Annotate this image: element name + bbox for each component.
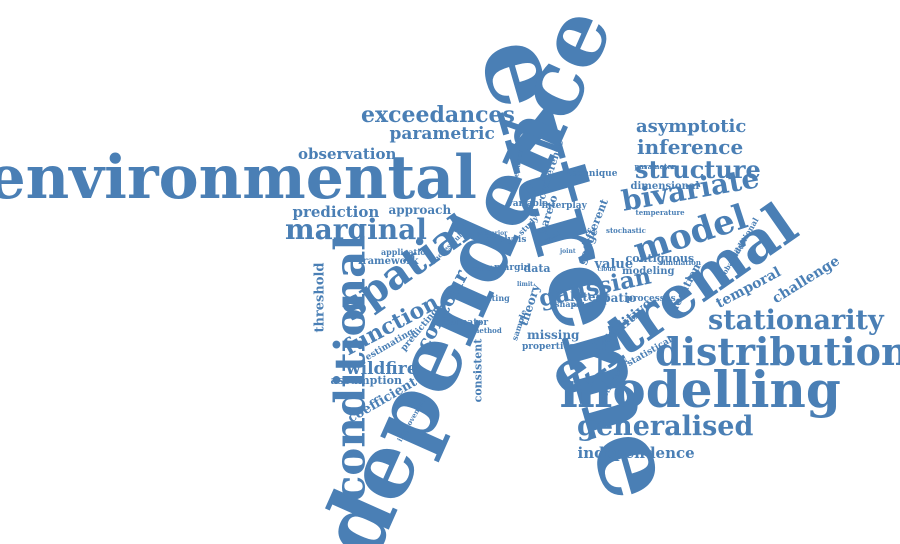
word-estimator: estimator (439, 317, 489, 328)
word-marginal: marginal (285, 213, 427, 246)
word-inference: inference (637, 135, 744, 159)
word-distribution: distribution (655, 329, 900, 374)
word-shape: shape (555, 299, 582, 309)
word-margin: margin (494, 262, 531, 273)
word-joint: joint (560, 248, 576, 255)
word-interplay: interplay (541, 200, 587, 211)
word-generalised: generalised (577, 410, 754, 442)
word-value: value (594, 256, 634, 272)
word-scaled: scaled (571, 302, 593, 309)
word-dimensional: dimensional (630, 181, 700, 192)
word-method: method (472, 325, 502, 335)
word-environmental: environmental (0, 143, 477, 213)
word-threshold: threshold (312, 261, 328, 333)
word-approach: approach (388, 203, 452, 217)
word-consistent: consistent (471, 338, 485, 402)
word-processes: processes (626, 293, 676, 304)
word-cloud-term: cloud (597, 266, 617, 273)
word-data: data (523, 261, 551, 275)
word-wildfire: wildfire (346, 358, 418, 379)
word-observation: observation (298, 144, 397, 163)
word-parameter: parameter (634, 161, 676, 171)
word-existing: existing (471, 263, 503, 273)
word-limiting: limiting (474, 293, 510, 303)
word-parametric: parametric (389, 123, 495, 144)
word-spatio: spatio (595, 291, 637, 305)
word-properties: properties (522, 341, 575, 352)
word-stochastic: stochastic (606, 225, 646, 235)
word-modeling: modeling (622, 266, 675, 277)
word-structure: structure (635, 155, 761, 184)
word-assumption: assumption (330, 373, 402, 387)
word-temperature: temperature (635, 207, 685, 217)
word-framework: framework (358, 256, 419, 267)
word-prediction: prediction (292, 202, 380, 221)
word-exceedances: exceedances (361, 102, 515, 128)
word-latent: latent (570, 290, 610, 304)
word-asymptotic: asymptotic (636, 116, 747, 137)
word-variable: variable (507, 198, 549, 209)
word-application: application (381, 247, 432, 257)
word-limit: limit (517, 281, 533, 288)
word-posterior: posterior (476, 230, 508, 237)
word-technique: technique (567, 168, 618, 179)
word-stationarity: stationarity (708, 304, 884, 336)
word-modelling: modelling (559, 360, 841, 419)
word-simulation: simulation (659, 257, 701, 267)
word-contiguous: contiguous (625, 251, 695, 265)
word-independence: independence (577, 443, 695, 462)
word-analysis: analysis (486, 234, 527, 245)
word-missing: missing (527, 328, 580, 342)
